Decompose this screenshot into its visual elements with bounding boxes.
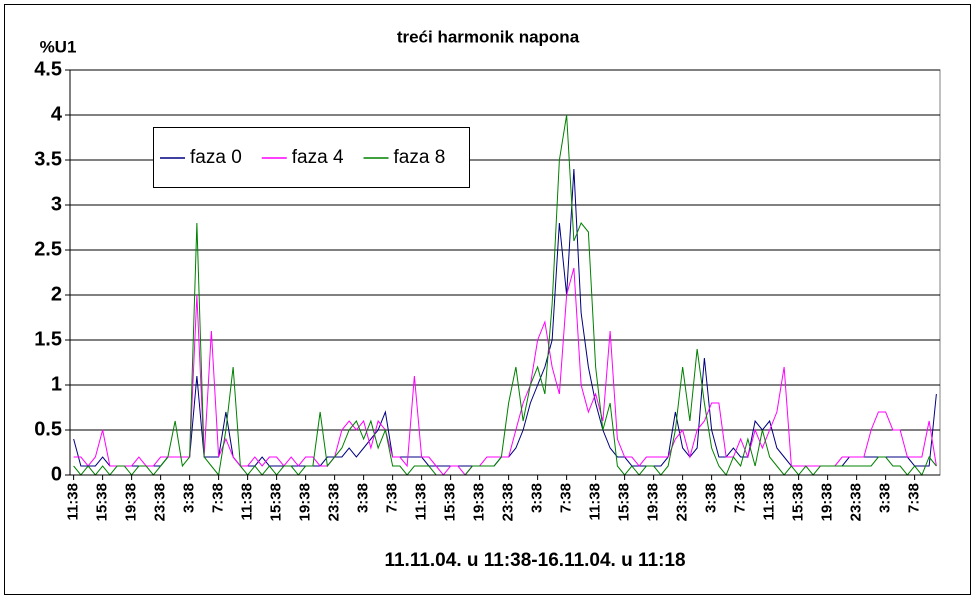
x-tick-label: 11:38 — [239, 483, 256, 521]
x-tick-label: 23:38 — [848, 483, 865, 521]
series-line — [73, 114, 937, 477]
y-tick-label: 0 — [51, 463, 62, 485]
x-tick-label: 15:38 — [268, 483, 285, 521]
legend-box — [153, 127, 470, 188]
legend-label: faza 8 — [394, 147, 446, 168]
legend-label: faza 4 — [292, 147, 344, 168]
y-tick-label: 2 — [51, 283, 62, 305]
x-tick-label: 7:38 — [906, 483, 923, 513]
x-tick-label: 11:38 — [587, 483, 604, 521]
x-tick-label: 19:38 — [819, 483, 836, 521]
legend-label: faza 0 — [190, 147, 242, 168]
x-tick-label: 23:38 — [500, 483, 517, 521]
y-tick-label: 1 — [51, 373, 62, 395]
x-tick-label: 11:38 — [413, 483, 430, 521]
x-tick-label: 19:38 — [645, 483, 662, 521]
x-tick-label: 3:38 — [529, 483, 546, 513]
y-axis-label: %U1 — [40, 37, 77, 56]
x-tick-label: 11:38 — [761, 483, 778, 521]
x-tick-label: 11:38 — [65, 483, 82, 521]
lines — [73, 114, 937, 477]
x-tick-label: 7:38 — [732, 483, 749, 513]
series-line — [73, 267, 937, 476]
x-tick-label: 23:38 — [152, 483, 169, 521]
x-tick-label: 7:38 — [210, 483, 227, 513]
x-tick-label: 15:38 — [790, 483, 807, 521]
chart-title: treći harmonik napona — [397, 27, 580, 46]
y-tick-label: 0.5 — [34, 418, 62, 440]
axes: 0 0.5 1 1.5 2 2.5 3 3.5 4 4.5 11:38 15:38 19:38 23:38… — [34, 58, 940, 521]
legend: faza 0 faza 4 faza 8 — [153, 127, 470, 188]
x-tick-label: 3:38 — [355, 483, 372, 513]
x-tick-label: 19:38 — [471, 483, 488, 521]
x-tick-label: 15:38 — [616, 483, 633, 521]
x-tick-label: 23:38 — [326, 483, 343, 521]
x-tick-label: 7:38 — [558, 483, 575, 513]
x-tick-label: 15:38 — [94, 483, 111, 521]
y-tick-label: 4 — [51, 103, 63, 125]
x-tick-label: 15:38 — [442, 483, 459, 521]
x-tick-label: 19:38 — [297, 483, 314, 521]
x-tick-label: 3:38 — [877, 483, 894, 513]
y-tick-label: 3.5 — [34, 148, 62, 170]
x-axis-label: 11.11.04. u 11:38-16.11.04. u 11:18 — [384, 550, 685, 571]
y-tick-label: 4.5 — [34, 58, 62, 80]
x-tick-label: 7:38 — [384, 483, 401, 513]
x-tick-label: 19:38 — [123, 483, 140, 521]
y-tick-label: 3 — [51, 193, 62, 215]
y-tick-label: 1.5 — [34, 328, 62, 350]
x-tick-label: 3:38 — [703, 483, 720, 513]
x-tick-label: 3:38 — [181, 483, 198, 513]
y-tick-label: 2.5 — [34, 238, 62, 260]
x-tick-label: 23:38 — [674, 483, 691, 521]
